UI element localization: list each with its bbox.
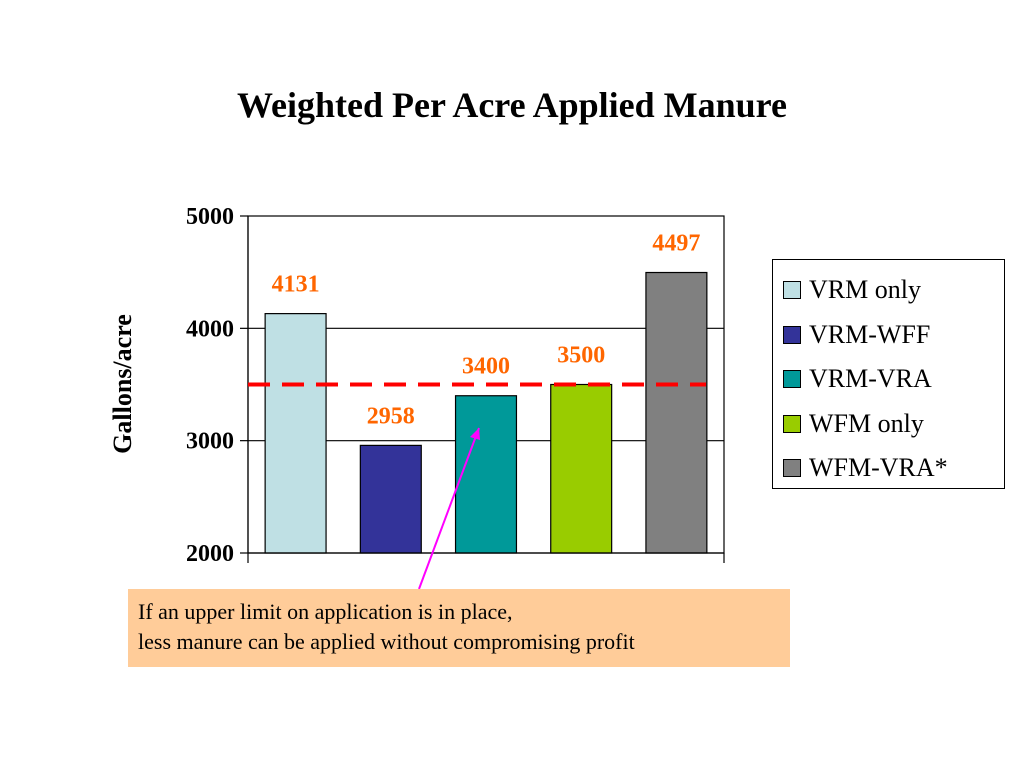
data-label-0: 4131 <box>272 272 320 298</box>
legend-swatch <box>783 370 801 389</box>
legend-label: VRM-WFF <box>809 319 931 349</box>
bar-wfm-only <box>550 383 613 554</box>
bar-vrm-only <box>264 313 327 554</box>
data-label-3: 3500 <box>557 343 605 369</box>
bar-vrm-vra <box>454 395 518 554</box>
chart-legend: VRM only VRM-WFF VRM-VRA WFM only WFM-VRA* <box>772 259 1005 489</box>
y-tick-label-3000: 3000 <box>186 429 234 455</box>
legend-item: VRM only <box>783 268 1004 313</box>
callout-line-2: less manure can be applied without compr… <box>138 629 635 654</box>
bar-vrm-wff <box>359 444 422 554</box>
callout-arrowhead <box>470 428 480 440</box>
legend-swatch <box>783 325 801 344</box>
legend-item: WFM-VRA* <box>783 446 1004 491</box>
y-axis-title: Gallons/acre <box>108 314 137 454</box>
legend-item: VRM-WFF <box>783 313 1004 358</box>
legend-item: WFM only <box>783 402 1004 447</box>
callout-box: If an upper limit on application is in p… <box>128 589 790 667</box>
bar-wfm-vra- <box>645 271 708 554</box>
legend-label: VRM-VRA <box>809 364 932 394</box>
legend-label: WFM only <box>809 408 924 438</box>
data-label-2: 3400 <box>462 354 510 380</box>
legend-label: VRM only <box>809 275 921 305</box>
legend-swatch <box>783 459 801 478</box>
callout-line-1: If an upper limit on application is in p… <box>138 599 513 624</box>
axes: 2000 3000 4000 5000 Gallons/acre <box>108 204 725 567</box>
y-tick-label-5000: 5000 <box>186 204 234 230</box>
data-label-4: 4497 <box>652 231 700 257</box>
legend-swatch <box>783 281 801 300</box>
data-labels: 4131 2958 3400 3500 4497 <box>272 231 701 430</box>
y-tick-label-2000: 2000 <box>186 541 234 567</box>
chart-title: Weighted Per Acre Applied Manure <box>237 85 787 125</box>
legend-item: VRM-VRA <box>783 357 1004 402</box>
legend-swatch <box>783 414 801 433</box>
data-label-1: 2958 <box>367 403 415 429</box>
callout-arrow-line <box>418 427 480 590</box>
legend-label: WFM-VRA* <box>809 453 948 483</box>
callout-arrow-layer <box>418 427 480 590</box>
bars <box>264 271 708 554</box>
y-tick-label-4000: 4000 <box>186 316 234 342</box>
